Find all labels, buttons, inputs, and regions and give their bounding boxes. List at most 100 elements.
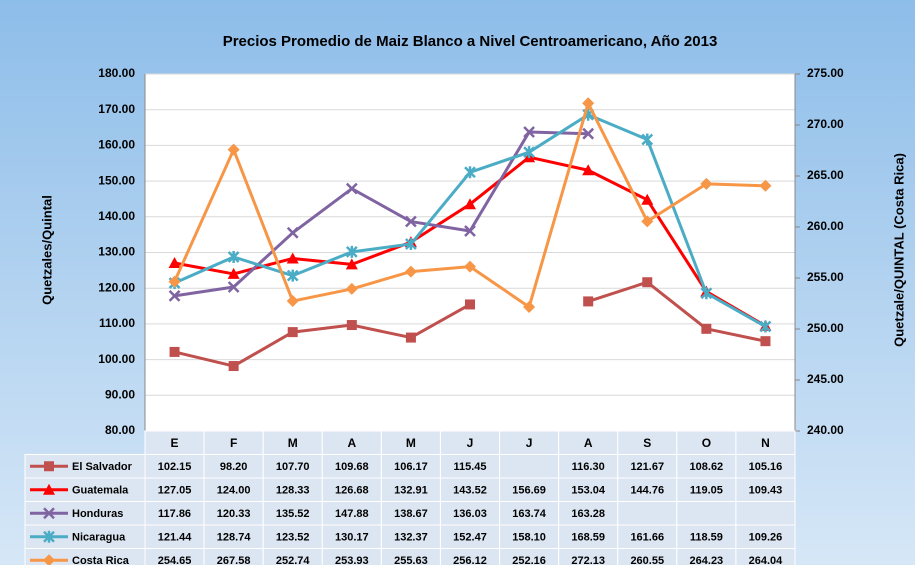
table-value: 121.67 — [630, 461, 664, 473]
legend-label: El Salvador — [72, 461, 133, 473]
data-point — [168, 257, 181, 269]
data-point — [405, 215, 417, 228]
data-point — [642, 277, 653, 288]
data-point — [345, 282, 358, 295]
table-value: 130.17 — [335, 532, 369, 544]
table-value: 156.69 — [512, 485, 546, 497]
table-value: 106.17 — [394, 461, 428, 473]
y2-tick-label: 260.00 — [807, 219, 844, 233]
data-point — [346, 320, 357, 331]
table-value: 147.88 — [335, 508, 369, 520]
table-value: 123.52 — [276, 532, 310, 544]
table-value: 127.05 — [158, 485, 192, 497]
x-tick-label: O — [702, 436, 711, 450]
table-value: 109.26 — [749, 532, 783, 544]
x-tick-label: A — [347, 436, 356, 450]
data-point — [404, 265, 417, 278]
table-value: 115.45 — [453, 461, 486, 473]
x-tick-label: N — [761, 436, 770, 450]
data-point — [523, 300, 536, 313]
data-point — [464, 260, 476, 273]
table-value: 163.74 — [512, 508, 547, 520]
data-point — [641, 215, 654, 228]
data-point — [583, 296, 594, 307]
table-value: 267.58 — [217, 555, 251, 565]
legend-marker — [43, 507, 55, 520]
table-value: 124.00 — [217, 485, 251, 497]
data-point — [641, 133, 654, 146]
table-value: 260.55 — [630, 555, 664, 565]
table-value: 117.86 — [158, 508, 191, 520]
legend-label: Nicaragua — [72, 532, 126, 544]
table-value: 102.15 — [158, 461, 192, 473]
table-value: 120.33 — [217, 508, 251, 520]
table-value: 107.70 — [276, 461, 310, 473]
legend-label: Costa Rica — [72, 555, 130, 565]
table-value: 255.63 — [394, 555, 428, 565]
table-value: 264.04 — [749, 555, 784, 565]
y2-axis-title: Quetzale/QUINTAL (Costa Rica) — [891, 153, 906, 347]
y-tick-label: 90.00 — [105, 387, 135, 401]
table-value: 143.52 — [453, 485, 487, 497]
table-value: 256.12 — [453, 555, 487, 565]
chart-title: Precios Promedio de Maiz Blanco a Nivel … — [223, 33, 718, 50]
y2-tick-label: 270.00 — [807, 117, 844, 131]
table-value: 163.28 — [571, 508, 605, 520]
y2-tick-label: 275.00 — [807, 66, 844, 80]
data-point — [168, 275, 181, 288]
y-tick-label: 140.00 — [98, 209, 135, 223]
legend-marker — [43, 554, 55, 565]
y2-tick-label: 255.00 — [807, 270, 844, 284]
table-value: 144.76 — [630, 485, 664, 497]
x-tick-label: S — [643, 436, 651, 450]
data-point — [286, 252, 299, 264]
table-value: 152.47 — [453, 532, 487, 544]
table-value: 264.23 — [690, 555, 724, 565]
data-point — [168, 289, 181, 302]
x-tick-label: M — [406, 436, 416, 450]
data-point — [345, 258, 358, 270]
table-value: 153.04 — [571, 485, 606, 497]
table-value: 138.67 — [394, 508, 428, 520]
y-tick-label: 110.00 — [99, 316, 135, 330]
data-point — [227, 267, 240, 279]
data-point — [345, 245, 358, 258]
table-value: 108.62 — [690, 461, 724, 473]
data-point — [759, 320, 772, 333]
data-point — [759, 179, 772, 192]
y-tick-label: 100.00 — [98, 352, 135, 366]
table-value: 161.66 — [630, 532, 664, 544]
y-tick-label: 170.00 — [98, 102, 135, 116]
data-point — [286, 226, 299, 239]
data-point — [641, 193, 654, 205]
table-value: 119.05 — [690, 485, 723, 497]
table-value: 252.74 — [276, 555, 311, 565]
series-line — [174, 280, 766, 368]
data-point — [700, 177, 713, 190]
data-point — [523, 126, 535, 138]
data-point — [523, 146, 535, 159]
table-value: 136.03 — [453, 508, 487, 520]
x-tick-label: J — [467, 436, 474, 450]
data-point — [464, 198, 476, 210]
table-cell — [499, 454, 560, 479]
data-point — [405, 332, 416, 343]
data-point — [286, 295, 299, 308]
data-point — [700, 287, 713, 300]
y-tick-label: 180.00 — [98, 66, 135, 80]
table-cell — [735, 548, 796, 565]
data-point — [405, 238, 417, 251]
table-value: 132.91 — [394, 485, 428, 497]
table-value: 158.10 — [512, 532, 546, 544]
x-tick-label: F — [230, 436, 237, 450]
legend-marker — [43, 530, 55, 543]
y2-tick-label: 250.00 — [807, 321, 844, 335]
data-point — [465, 299, 475, 310]
table-value: 253.93 — [335, 555, 369, 565]
data-point — [760, 336, 771, 347]
table-cell — [617, 501, 678, 526]
data-point — [169, 346, 180, 357]
data-point — [345, 182, 358, 195]
table-value: 109.68 — [335, 461, 369, 473]
